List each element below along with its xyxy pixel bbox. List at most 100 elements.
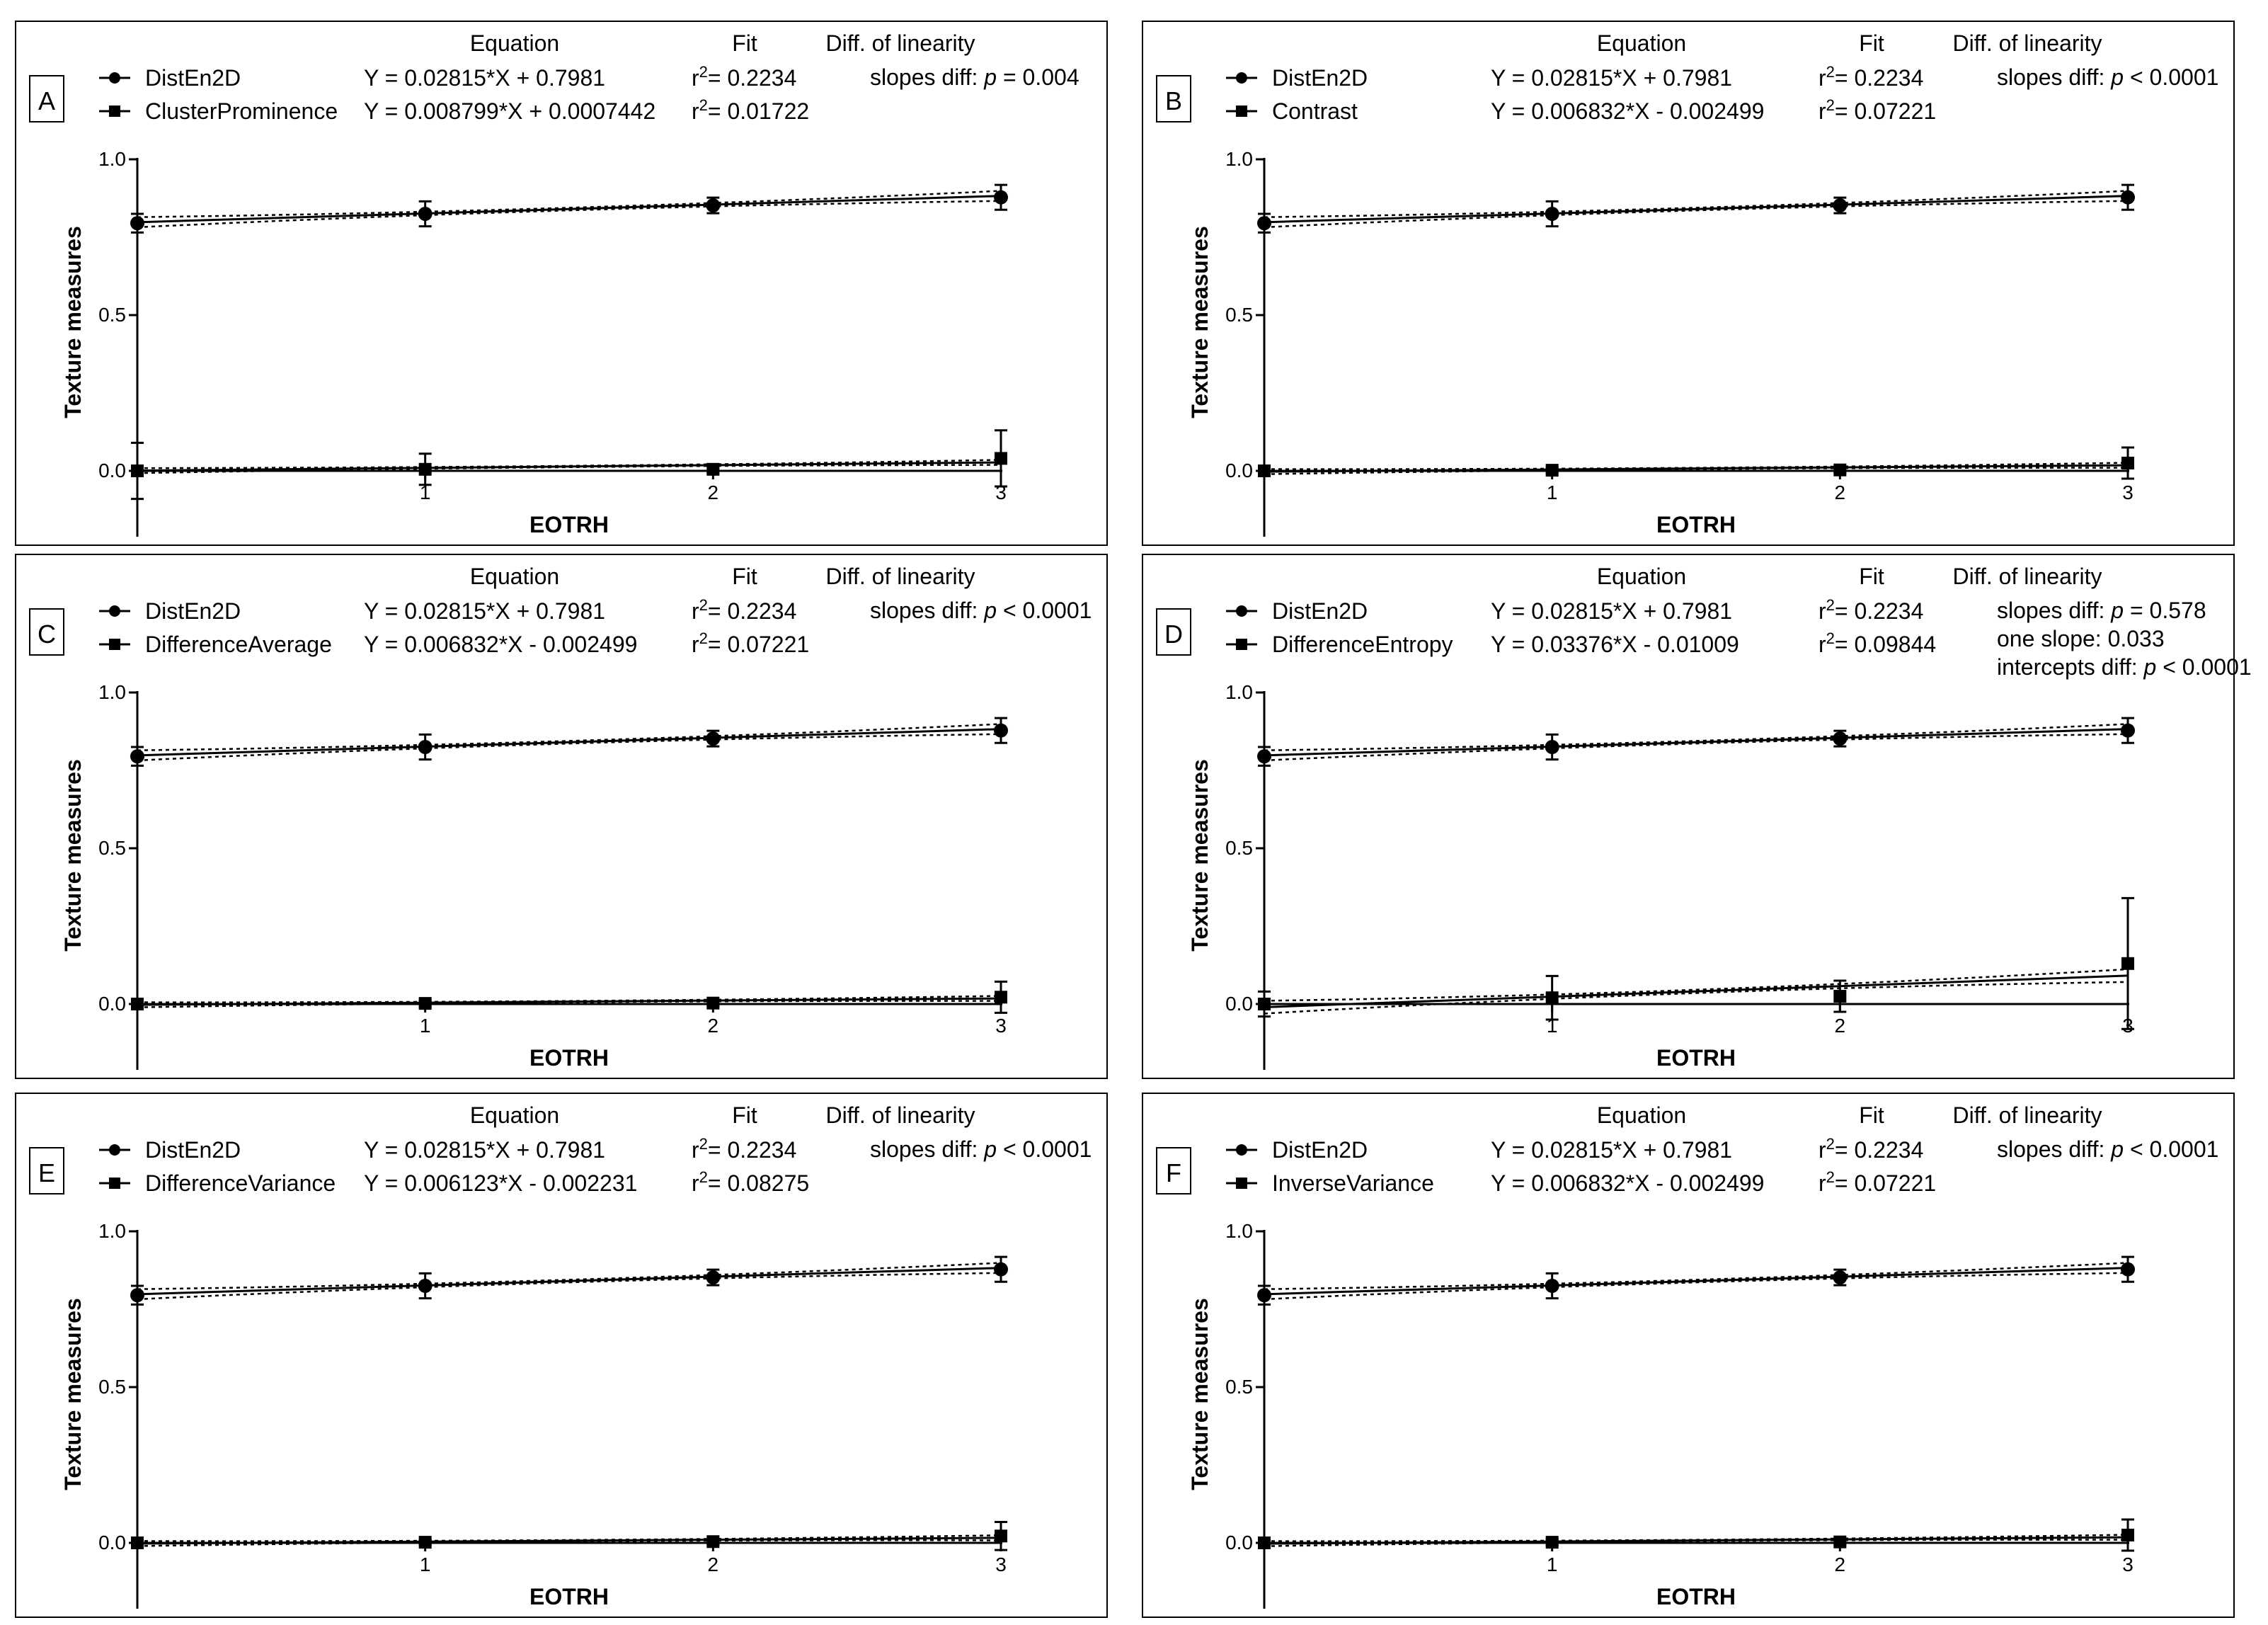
regression-equation: Y = 0.006832*X - 0.002499	[1491, 1170, 1764, 1196]
data-point-square	[1833, 990, 1847, 1003]
regression-equation: Y = 0.006832*X - 0.002499	[1491, 98, 1764, 124]
data-point-square	[1258, 464, 1271, 477]
confidence-band-upper	[1264, 723, 2129, 751]
panel-label: A	[38, 86, 55, 115]
r-squared-value: r2= 0.09844	[1819, 629, 1936, 657]
x-axis-title: EOTRH	[529, 1045, 609, 1071]
r-squared-value: r2= 0.2234	[692, 596, 796, 624]
data-point-square	[2121, 457, 2134, 469]
panel-label: B	[1165, 86, 1182, 115]
confidence-band-lower	[1264, 1539, 2128, 1547]
x-axis-title: EOTRH	[1656, 1584, 1736, 1609]
y-tick-label: 0.5	[1225, 837, 1253, 859]
panel-label: F	[1166, 1158, 1181, 1187]
panel-a: A Equation Fit Diff. of linearity DistEn2D Y …	[15, 21, 1108, 546]
panel-label-box	[1156, 1147, 1191, 1194]
r-squared-value: r2= 0.07221	[1819, 96, 1936, 124]
y-tick-label: 0.0	[98, 460, 126, 481]
data-point-square	[418, 462, 432, 476]
confidence-band-lower	[137, 1000, 1001, 1008]
header-diff-of-linearity: Diff. of linearity	[825, 30, 975, 56]
y-tick-label: 1.0	[98, 1220, 126, 1242]
confidence-band-upper	[1264, 1262, 2129, 1290]
x-tick-label: 1	[420, 1553, 431, 1575]
x-axis-title: EOTRH	[529, 512, 609, 537]
header-fit: Fit	[732, 1102, 757, 1128]
y-tick-label: 1.0	[1225, 681, 1253, 703]
data-point-circle	[994, 1262, 1008, 1277]
confidence-band-upper	[137, 995, 1002, 1003]
data-point-square	[131, 998, 144, 1010]
header-fit: Fit	[732, 564, 757, 589]
data-point-square	[131, 1536, 144, 1549]
regression-line	[137, 195, 1002, 224]
diff-linearity-text: slopes diff: p < 0.0001	[1997, 64, 2218, 90]
legend-square-marker	[109, 106, 120, 117]
confidence-band-upper	[137, 723, 1002, 751]
diff-linearity-text: slopes diff: p = 0.004	[870, 64, 1079, 90]
diff-linearity-text: intercepts diff: p < 0.0001	[1997, 654, 2252, 680]
x-tick-label: 1	[1547, 481, 1558, 503]
legend-series-name: DifferenceEntropy	[1272, 632, 1453, 657]
header-equation: Equation	[1597, 30, 1686, 56]
panel-frame	[1142, 1093, 2235, 1618]
legend-circle-marker	[109, 605, 120, 617]
y-tick-label: 0.5	[98, 1376, 126, 1398]
legend-square-marker	[1236, 639, 1247, 650]
y-axis-title: Texture measures	[1187, 226, 1213, 418]
regression-equation: Y = 0.02815*X + 0.7981	[1491, 1137, 1732, 1163]
diff-linearity-text: slopes diff: p < 0.0001	[870, 1136, 1092, 1162]
panel-label: E	[38, 1158, 55, 1187]
y-axis-title: Texture measures	[60, 226, 86, 418]
x-tick-label: 3	[2122, 1553, 2134, 1575]
regression-equation: Y = 0.008799*X + 0.0007442	[364, 98, 655, 124]
confidence-band-lower	[137, 464, 1002, 474]
data-point-square	[706, 1535, 720, 1549]
panel-f: F Equation Fit Diff. of linearity DistEn2D Y …	[1142, 1093, 2235, 1618]
x-axis-title: EOTRH	[529, 1584, 609, 1609]
y-axis-title: Texture measures	[60, 759, 86, 952]
x-tick-label: 2	[1835, 1015, 1846, 1037]
data-point-square	[1258, 1536, 1271, 1549]
data-point-square	[418, 997, 432, 1010]
confidence-band-lower	[137, 1272, 1002, 1301]
data-point-circle	[706, 198, 721, 213]
confidence-band-upper	[137, 1262, 1002, 1290]
diff-linearity-text: slopes diff: p < 0.0001	[870, 598, 1092, 623]
legend-square-marker	[1236, 106, 1247, 117]
legend-series-name: ClusterProminence	[145, 98, 338, 124]
regression-equation: Y = 0.02815*X + 0.7981	[364, 598, 605, 624]
y-tick-label: 0.0	[98, 993, 126, 1015]
y-tick-label: 0.5	[98, 304, 126, 326]
r-squared-value: r2= 0.01722	[692, 96, 809, 124]
panel-d: D Equation Fit Diff. of linearity DistEn2D Y …	[1142, 554, 2252, 1079]
legend-square-marker	[109, 1178, 120, 1189]
y-tick-label: 0.5	[1225, 1376, 1253, 1398]
regression-line	[1264, 728, 2129, 757]
confidence-band-lower	[137, 1539, 1002, 1547]
data-point-square	[1545, 464, 1559, 477]
diff-linearity-text: slopes diff: p < 0.0001	[1997, 1136, 2218, 1162]
confidence-band-upper	[1264, 1534, 2129, 1542]
data-point-square	[131, 464, 144, 477]
header-diff-of-linearity: Diff. of linearity	[825, 1102, 975, 1128]
legend-series-name: Contrast	[1272, 98, 1358, 124]
data-point-circle	[2121, 190, 2135, 205]
panel-label-box	[1156, 75, 1191, 122]
header-fit: Fit	[1859, 1102, 1884, 1128]
data-point-circle	[2121, 1262, 2135, 1277]
r-squared-value: r2= 0.2234	[1819, 63, 1923, 91]
diff-linearity-text: slopes diff: p = 0.578	[1997, 598, 2206, 623]
r-squared-value: r2= 0.2234	[1819, 596, 1923, 624]
confidence-band-lower	[1264, 467, 2128, 475]
data-point-square	[995, 452, 1007, 465]
data-point-circle	[706, 731, 721, 746]
header-equation: Equation	[470, 1102, 559, 1128]
x-tick-label: 1	[420, 1015, 431, 1037]
data-point-circle	[418, 1279, 433, 1293]
y-tick-label: 1.0	[98, 681, 126, 703]
header-fit: Fit	[1859, 30, 1884, 56]
panel-label-box	[29, 1147, 64, 1194]
r-squared-value: r2= 0.2234	[692, 1135, 796, 1163]
